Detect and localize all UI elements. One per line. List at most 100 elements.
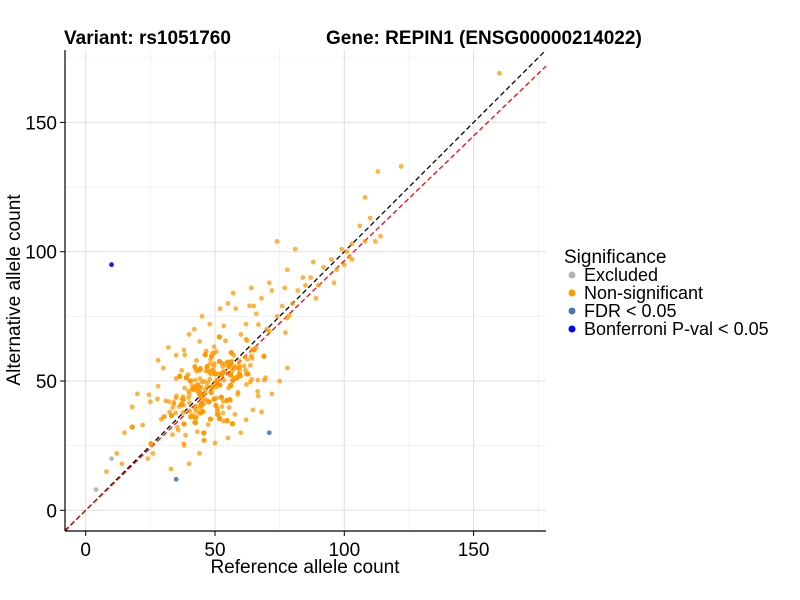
point-non-significant [183,375,189,381]
point-non-significant [284,365,290,371]
point-non-significant [251,303,257,309]
point-excluded [109,456,114,461]
point-non-significant [229,368,235,374]
legend: Significance ExcludedNon-significantFDR … [564,247,769,339]
point-non-significant [362,195,368,200]
chart-title-variant: Variant: rs1051760 [64,28,231,49]
point-non-significant [264,326,270,332]
point-non-significant [308,275,314,280]
point-non-significant [192,364,198,369]
point-non-significant [237,367,242,373]
x-tick-label: 150 [458,540,490,561]
point-non-significant [255,322,261,327]
point-non-significant [244,382,249,387]
point-non-significant [194,358,199,363]
reference-line-identity [64,49,547,532]
point-non-significant [269,288,275,293]
point-non-significant [236,358,242,364]
point-non-significant [145,456,151,461]
point-non-significant [182,385,187,391]
point-non-significant [221,369,226,375]
point-non-significant [196,367,202,373]
point-non-significant [243,417,249,423]
point-fdr-0-05 [266,430,272,436]
point-non-significant [222,361,228,367]
chart-title-gene: Gene: REPIN1 (ENSG00000214022) [326,28,642,49]
point-non-significant [225,435,231,441]
point-bonferroni-p-val-0-05 [109,262,114,268]
point-non-significant [259,295,264,301]
point-non-significant [202,387,208,392]
point-non-significant [192,377,198,383]
point-non-significant [266,280,272,286]
point-non-significant [166,399,172,405]
point-non-significant [179,367,185,373]
point-non-significant [274,313,280,319]
point-non-significant [226,364,232,370]
point-non-significant [247,362,253,368]
point-non-significant [372,238,378,244]
x-tick-label: 100 [328,540,360,561]
point-non-significant [206,399,212,405]
point-non-significant [250,407,256,413]
point-non-significant [269,391,275,397]
point-non-significant [378,233,383,239]
point-non-significant [331,280,337,286]
point-non-significant [290,301,295,306]
point-non-significant [303,282,308,288]
point-non-significant [497,70,502,76]
point-non-significant [192,420,198,426]
point-non-significant [310,259,316,265]
point-non-significant [284,267,290,273]
point-non-significant [148,441,154,447]
point-non-significant [181,421,187,427]
point-non-significant [316,282,321,288]
point-non-significant [231,363,237,369]
point-non-significant [232,411,238,417]
point-non-significant [201,430,207,436]
point-non-significant [155,357,161,363]
point-non-significant [211,396,217,402]
point-non-significant [170,405,176,411]
point-non-significant [223,338,228,344]
point-non-significant [187,400,192,406]
point-non-significant [140,422,145,428]
point-non-significant [334,267,339,273]
point-non-significant [204,364,210,370]
y-tick-label: 150 [25,113,57,134]
point-non-significant [357,223,363,229]
point-non-significant [188,414,194,420]
point-non-significant [235,389,241,395]
point-fdr-0-05 [173,476,179,482]
point-non-significant [274,238,280,244]
point-non-significant [186,461,192,467]
point-non-significant [218,394,224,400]
point-non-significant [174,393,179,399]
point-non-significant [243,367,248,373]
point-non-significant [202,391,208,396]
point-non-significant [292,246,298,252]
point-non-significant [251,347,257,353]
point-non-significant [198,394,204,400]
legend-key-excluded [568,271,576,279]
y-tick-label: 0 [46,501,57,522]
point-non-significant [282,285,288,291]
point-non-significant [341,262,347,268]
point-non-significant [241,363,247,369]
point-non-significant [197,339,202,344]
point-non-significant [243,321,249,327]
point-non-significant [146,392,152,398]
point-non-significant [230,421,235,427]
point-non-significant [158,416,164,422]
point-non-significant [182,352,188,358]
point-non-significant [321,264,327,270]
point-non-significant [175,424,180,430]
point-non-significant [197,451,202,456]
grid-lines [65,50,546,531]
point-non-significant [180,409,186,415]
point-non-significant [171,401,177,407]
point-non-significant [219,404,225,410]
point-non-significant [212,371,218,377]
point-non-significant [221,377,227,383]
point-non-significant [207,416,213,422]
